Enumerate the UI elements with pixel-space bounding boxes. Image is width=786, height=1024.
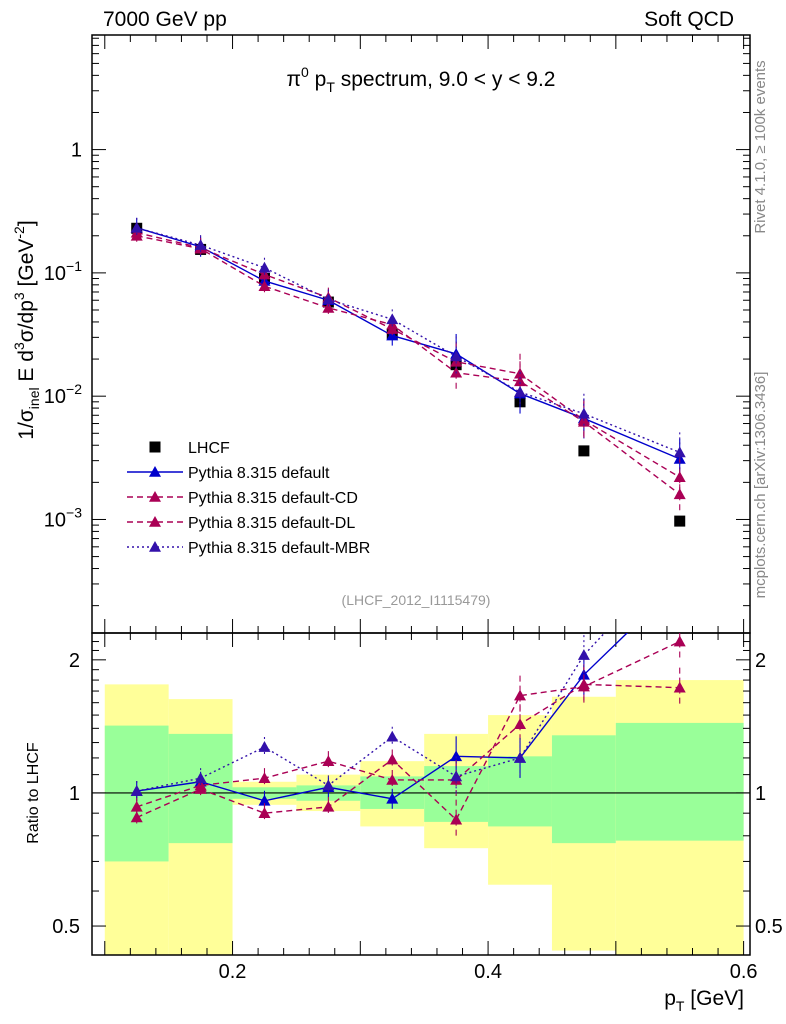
ratio-series-3 — [130, 546, 686, 802]
main-data-point — [386, 323, 399, 334]
legend-entry: Pythia 8.315 default — [127, 465, 330, 482]
main-data-point — [514, 375, 527, 387]
legend-marker — [149, 516, 161, 527]
ratio-data-point — [322, 779, 335, 791]
main-y-tick-label: 1 — [71, 140, 82, 162]
legend-entry: Pythia 8.315 default-DL — [127, 515, 355, 532]
main-series-4 — [130, 217, 686, 473]
plot-title: π0 pT spectrum, 9.0 < y < 9.2 — [287, 64, 556, 95]
ratio-data-point — [577, 668, 590, 680]
main-data-point — [322, 293, 335, 305]
ratio-data-point — [258, 772, 271, 783]
legend-label: Pythia 8.315 default-MBR — [188, 540, 370, 557]
ratio-y-tick-label: 0.5 — [52, 916, 80, 938]
ratio-data-point — [514, 718, 527, 730]
ratio-y-tick-label: 1 — [69, 783, 80, 805]
main-data-point — [322, 301, 335, 313]
main-plot-data — [130, 217, 686, 527]
ratio-data-point — [673, 635, 686, 647]
legend-label: Pythia 8.315 default — [188, 465, 330, 482]
ratio-data-point — [577, 678, 590, 690]
process-label: Soft QCD — [644, 8, 734, 31]
main-data-point — [194, 239, 207, 250]
ratio-data-point — [130, 785, 143, 796]
ratio-data-point — [674, 546, 686, 557]
ratio-data-point — [258, 794, 271, 806]
ratio-data-point — [386, 730, 399, 742]
ratio-data-point — [322, 800, 335, 812]
ratio-data-point — [386, 792, 399, 804]
ratio-data-point — [450, 770, 463, 782]
ratio-data-point — [450, 750, 463, 762]
main-y-tick-label: 10−2 — [44, 381, 82, 408]
legend-marker — [149, 466, 161, 477]
main-y-tick-label: 10−1 — [44, 258, 82, 285]
band-green — [615, 722, 744, 841]
mcplots-label: mcplots.cern.ch [arXiv:1306.3436] — [752, 372, 769, 599]
ratio-data-point — [322, 755, 335, 766]
legend-marker — [149, 441, 161, 453]
legend-entry: Pythia 8.315 default-MBR — [127, 540, 370, 557]
main-data-point — [450, 350, 463, 362]
legend-entry: LHCF — [149, 440, 230, 457]
ratio-y-tick-label-right: 1 — [755, 783, 766, 805]
x-tick-label: 0.4 — [474, 961, 502, 983]
ratio-data-point — [258, 807, 271, 818]
ratio-y-tick-label-right: 0.5 — [755, 916, 783, 938]
legend-label: Pythia 8.315 default-DL — [188, 515, 355, 532]
energy-label: 7000 GeV pp — [103, 8, 227, 31]
ratio-data-point — [386, 773, 399, 785]
x-tick-label: 0.6 — [730, 961, 758, 983]
ratio-data-point — [130, 800, 143, 812]
main-y-tick-label: 10−3 — [44, 504, 82, 531]
ratio-y-tick-label-right: 2 — [755, 650, 766, 672]
main-series-line — [136, 227, 681, 460]
uncertainty-bands — [104, 680, 744, 955]
rivet-version-label: Rivet 4.1.0, ≥ 100k events — [752, 60, 769, 233]
main-data-point — [674, 515, 686, 527]
ratio-data-point — [130, 811, 143, 823]
legend-marker — [149, 491, 161, 502]
ratio-data-point — [674, 576, 686, 587]
main-data-point — [258, 280, 271, 291]
main-data-point — [673, 446, 686, 458]
main-data-point — [386, 313, 399, 325]
legend-label: Pythia 8.315 default-CD — [188, 490, 358, 507]
ratio-data-point — [386, 753, 399, 765]
ratio-data-point — [673, 681, 686, 693]
main-data-point — [673, 471, 686, 483]
main-data-point — [577, 407, 590, 419]
main-data-point — [673, 488, 686, 500]
main-y-axis-label: 1/σinel E d3σ/dp3 [GeV-2] — [11, 220, 42, 439]
legend: LHCF Pythia 8.315 default Pythia 8.315 def… — [127, 440, 370, 557]
band-green — [551, 735, 616, 844]
ratio-data-point — [514, 689, 527, 701]
ratio-data-point — [194, 772, 207, 783]
ratio-y-tick-label: 2 — [69, 650, 80, 672]
x-tick-label: 0.2 — [219, 961, 247, 983]
ratio-data-point — [450, 813, 463, 825]
legend-label: LHCF — [188, 440, 230, 457]
analysis-label: (LHCF_2012_I1115479) — [342, 592, 491, 608]
ratio-plot-data — [130, 546, 686, 840]
main-data-point — [578, 445, 590, 457]
ratio-data-point — [514, 751, 527, 763]
legend-marker — [149, 541, 161, 552]
ratio-y-axis-label: Ratio to LHCF — [25, 742, 42, 844]
ratio-data-point — [577, 649, 590, 660]
main-data-point — [258, 261, 271, 273]
legend-entry: Pythia 8.315 default-CD — [127, 490, 358, 507]
main-data-point — [130, 221, 143, 233]
ratio-data-point — [258, 741, 271, 752]
x-axis-label: pT [GeV] — [664, 987, 744, 1014]
ratio-plot-frame — [91, 632, 751, 956]
main-data-point — [514, 386, 527, 397]
